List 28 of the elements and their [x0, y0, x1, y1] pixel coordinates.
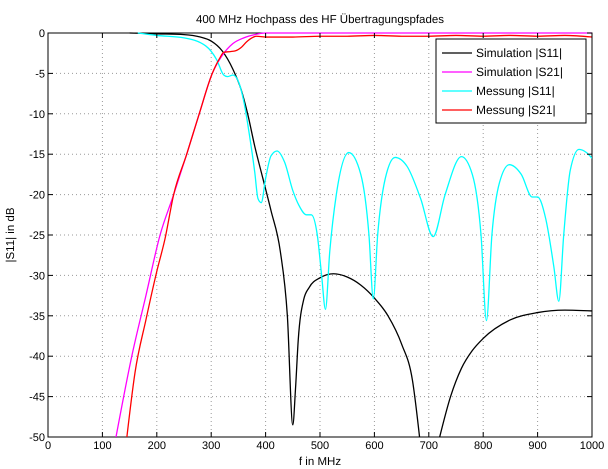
x-tick-label: 200: [148, 440, 166, 452]
chart-title: 400 MHz Hochpass des HF Übertragungspfades: [196, 13, 444, 26]
x-tick-label: 800: [474, 440, 492, 452]
y-axis-title: |S11| in dB: [5, 207, 17, 262]
x-tick-label: 600: [365, 440, 384, 452]
x-axis-title: f in MHz: [298, 456, 342, 468]
legend-label: Simulation |S21|: [476, 65, 563, 79]
x-tick-label: 900: [528, 440, 547, 452]
y-tick-label: -5: [35, 68, 45, 80]
x-tick-label: 100: [93, 440, 112, 452]
legend-label: Messung |S11|: [476, 84, 555, 98]
y-tick-label: -45: [29, 392, 45, 404]
legend-label: Simulation |S11|: [476, 46, 562, 60]
x-tick-label: 700: [420, 440, 438, 452]
legend-label: Messung |S21|: [476, 103, 556, 117]
y-tick-label: -35: [29, 310, 45, 323]
y-tick-label: 0: [38, 28, 45, 40]
y-tick-label: -40: [29, 351, 45, 364]
y-tick-label: -10: [29, 108, 45, 121]
x-tick-label: 500: [310, 440, 330, 452]
x-tick-label: 1000: [580, 440, 604, 452]
y-tick-label: -15: [29, 149, 45, 162]
y-tick-label: -50: [29, 432, 45, 444]
x-tick-label: 300: [202, 440, 220, 452]
y-tick-label: -30: [29, 270, 45, 282]
y-tick-label: -25: [29, 230, 45, 242]
y-tick-label: -20: [29, 190, 45, 202]
x-tick-label: 400: [256, 440, 275, 452]
